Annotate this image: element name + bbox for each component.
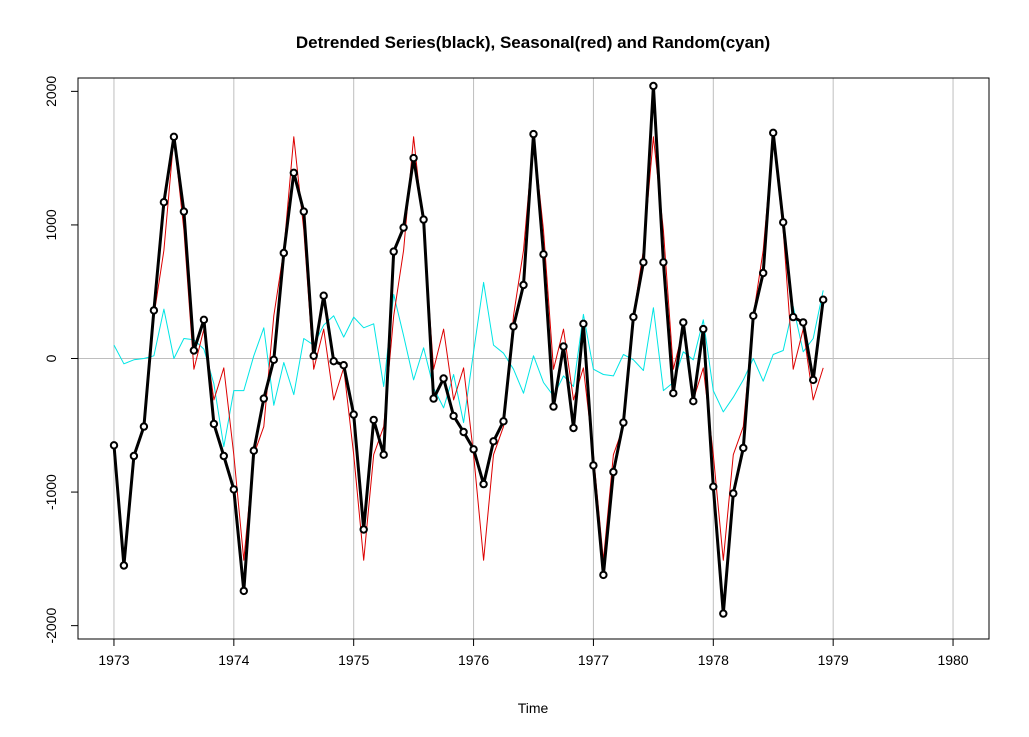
data-point (439, 374, 448, 383)
data-point (499, 417, 508, 426)
data-point (569, 423, 578, 433)
y-tick-label: -1000 (43, 474, 59, 510)
y-tick-label: 1000 (43, 209, 59, 240)
data-point (149, 306, 159, 315)
data-point (529, 129, 538, 139)
data-point (539, 250, 548, 259)
series-layer (109, 81, 828, 618)
data-point (219, 451, 229, 461)
x-axis: 1973 1974 1975 1976 1977 1978 1979 1980 (98, 638, 969, 668)
data-point (739, 443, 748, 453)
data-point (389, 247, 398, 256)
x-tick-label: 1977 (578, 652, 609, 668)
data-point (549, 402, 558, 411)
data-point (479, 479, 488, 489)
data-point (769, 128, 778, 138)
data-point (589, 461, 598, 470)
data-point (259, 394, 268, 403)
data-point (419, 215, 428, 224)
data-point (369, 415, 378, 425)
data-point (279, 248, 288, 258)
data-point (299, 207, 308, 216)
data-point (449, 411, 458, 421)
data-point (599, 570, 608, 580)
series-line (113, 281, 824, 448)
y-tick-label: 2000 (43, 76, 59, 107)
data-point (729, 489, 738, 498)
data-point (709, 482, 718, 491)
data-point (699, 324, 708, 334)
data-point (809, 375, 818, 385)
data-point (679, 318, 688, 327)
data-point (619, 418, 628, 427)
data-point (519, 280, 528, 290)
series-1 (113, 136, 824, 561)
data-point (319, 291, 328, 300)
data-point (349, 410, 358, 419)
data-point (129, 451, 139, 461)
data-point (269, 355, 278, 364)
data-point (209, 419, 219, 429)
data-point (759, 268, 768, 278)
data-point (779, 218, 788, 227)
data-point (309, 351, 318, 360)
data-point (359, 525, 368, 534)
data-point (409, 153, 418, 163)
data-point (639, 258, 648, 267)
x-tick-label: 1975 (338, 652, 369, 668)
data-point (329, 357, 338, 366)
series-0 (109, 81, 828, 618)
data-point (789, 312, 798, 322)
x-tick-label: 1974 (218, 652, 249, 668)
x-tick-label: 1976 (458, 652, 489, 668)
data-point (109, 441, 119, 450)
data-point (159, 198, 169, 207)
data-point (509, 322, 518, 331)
data-point (199, 315, 209, 324)
data-point (399, 223, 408, 232)
data-point (239, 586, 249, 596)
data-point (179, 207, 189, 216)
data-point (669, 389, 678, 398)
y-tick-label: -2000 (43, 608, 59, 644)
x-tick-label: 1980 (937, 652, 968, 668)
data-point (629, 312, 638, 322)
data-point (429, 394, 438, 403)
data-point (719, 609, 728, 618)
x-tick-label: 1973 (98, 652, 129, 668)
chart-title: Detrended Series(black), Seasonal(red) a… (296, 33, 770, 52)
data-point (339, 361, 348, 370)
data-point (459, 427, 468, 437)
data-point (379, 450, 388, 459)
data-point (659, 258, 668, 267)
data-point (799, 318, 808, 327)
y-axis: -2000 -1000 0 1000 2000 (43, 76, 79, 644)
x-tick-label: 1978 (698, 652, 729, 668)
data-point (819, 295, 828, 304)
series-line (112, 84, 825, 616)
data-point (469, 445, 478, 454)
data-point (609, 467, 618, 477)
x-tick-label: 1979 (818, 652, 849, 668)
data-point (579, 319, 588, 328)
data-point (559, 342, 568, 351)
data-point (289, 168, 298, 178)
data-point (489, 437, 498, 446)
grid (78, 78, 989, 639)
data-point (749, 311, 758, 320)
data-point (249, 446, 259, 455)
series-2 (113, 281, 824, 448)
y-tick-label: 0 (43, 354, 59, 362)
x-axis-label: Time (518, 700, 549, 716)
data-point (229, 485, 239, 494)
data-point (649, 81, 658, 91)
data-point (169, 132, 179, 142)
series-line (113, 136, 824, 561)
data-point (689, 397, 698, 406)
data-point (139, 422, 149, 431)
data-point (189, 346, 199, 355)
data-point (119, 561, 129, 570)
